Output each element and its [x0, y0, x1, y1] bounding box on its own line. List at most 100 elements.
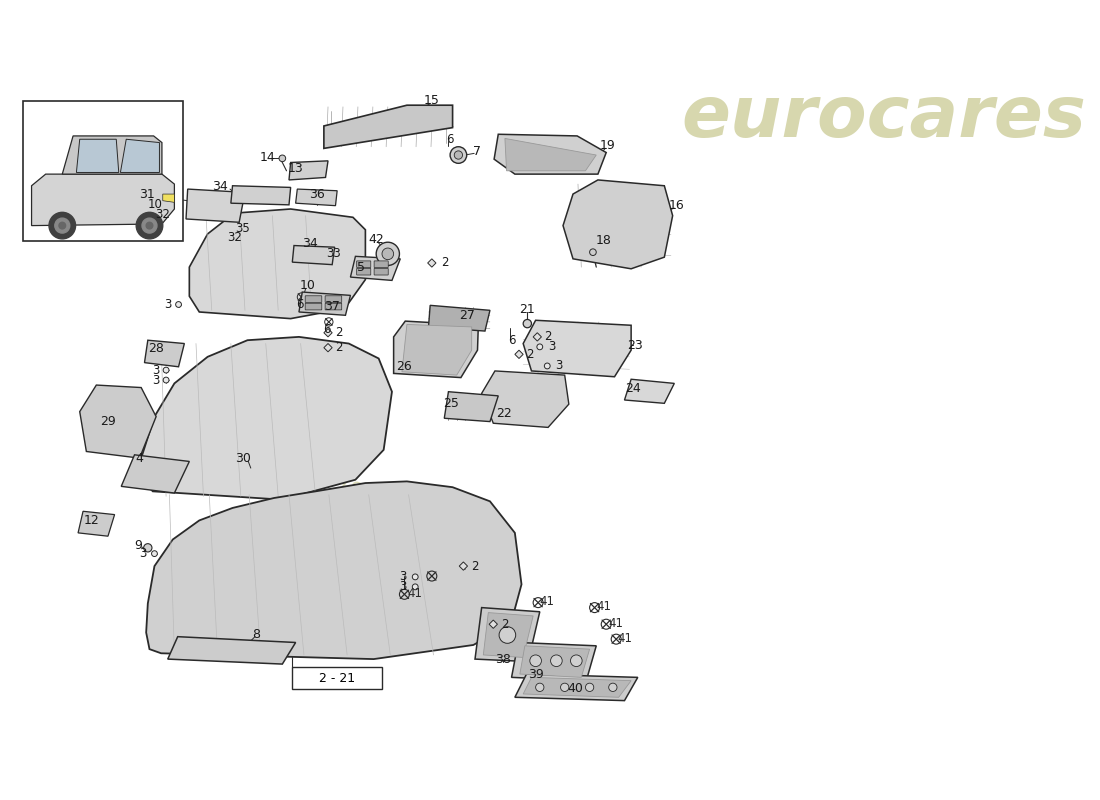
Text: 3: 3 [152, 364, 160, 377]
Circle shape [571, 655, 582, 666]
FancyBboxPatch shape [326, 296, 342, 302]
Text: 2: 2 [502, 618, 508, 630]
Circle shape [163, 377, 169, 383]
Circle shape [144, 544, 152, 552]
Polygon shape [121, 455, 189, 493]
FancyBboxPatch shape [374, 261, 388, 267]
Polygon shape [186, 189, 245, 222]
Polygon shape [289, 161, 328, 180]
FancyBboxPatch shape [293, 667, 382, 689]
Text: 40: 40 [568, 682, 583, 695]
Text: 3: 3 [548, 340, 556, 354]
Circle shape [382, 248, 394, 260]
Text: 7: 7 [473, 146, 481, 158]
Text: 2: 2 [336, 326, 342, 339]
Circle shape [499, 626, 516, 643]
Text: 6: 6 [447, 133, 454, 146]
Text: 31: 31 [139, 188, 154, 202]
Text: 41: 41 [540, 595, 554, 608]
Text: 27: 27 [459, 309, 474, 322]
Circle shape [163, 367, 169, 373]
Circle shape [590, 249, 596, 255]
Text: 2: 2 [471, 559, 478, 573]
Polygon shape [515, 350, 524, 358]
Text: 2: 2 [441, 257, 449, 270]
Circle shape [279, 155, 286, 162]
Text: 2: 2 [336, 341, 342, 354]
Text: 24: 24 [625, 382, 640, 395]
Circle shape [585, 683, 594, 691]
Polygon shape [475, 608, 540, 662]
Polygon shape [494, 134, 606, 174]
Text: 22: 22 [496, 406, 512, 420]
Text: 3: 3 [399, 570, 407, 583]
Text: 33: 33 [327, 246, 341, 259]
Text: 14: 14 [260, 151, 275, 164]
Polygon shape [163, 194, 175, 202]
Text: 28: 28 [148, 342, 164, 355]
Polygon shape [146, 482, 521, 659]
Circle shape [450, 146, 466, 163]
Polygon shape [78, 511, 114, 536]
FancyBboxPatch shape [23, 101, 183, 241]
Polygon shape [323, 105, 452, 148]
Polygon shape [505, 138, 596, 171]
Polygon shape [402, 325, 472, 375]
Polygon shape [429, 306, 490, 331]
Text: 29: 29 [100, 415, 116, 428]
Text: 6: 6 [508, 334, 515, 346]
Circle shape [55, 218, 69, 233]
Polygon shape [444, 392, 498, 422]
Polygon shape [141, 337, 392, 500]
Circle shape [142, 218, 157, 233]
Circle shape [551, 655, 562, 666]
Polygon shape [394, 321, 478, 378]
FancyBboxPatch shape [326, 303, 342, 310]
FancyBboxPatch shape [305, 296, 322, 302]
Circle shape [412, 574, 418, 580]
Text: 32: 32 [227, 230, 242, 244]
Circle shape [524, 319, 531, 328]
Circle shape [412, 584, 418, 590]
Polygon shape [293, 246, 334, 265]
Text: 5: 5 [358, 261, 365, 274]
Polygon shape [323, 329, 332, 337]
Text: 8: 8 [252, 628, 260, 641]
Circle shape [537, 344, 542, 350]
Text: 19: 19 [600, 139, 616, 152]
Polygon shape [231, 186, 290, 205]
Circle shape [536, 683, 543, 691]
Polygon shape [515, 674, 638, 701]
Text: 6: 6 [296, 298, 304, 311]
Text: 21: 21 [519, 303, 536, 316]
Text: 2: 2 [544, 330, 552, 343]
Text: 4: 4 [135, 452, 143, 465]
Circle shape [376, 242, 399, 266]
Text: 2: 2 [526, 348, 534, 361]
Polygon shape [76, 139, 119, 173]
Circle shape [454, 151, 463, 159]
Polygon shape [625, 379, 674, 403]
Polygon shape [120, 139, 160, 173]
Polygon shape [299, 292, 351, 315]
Circle shape [608, 683, 617, 691]
Text: 34: 34 [301, 237, 318, 250]
Polygon shape [482, 371, 569, 427]
Text: 3: 3 [556, 359, 563, 373]
Circle shape [136, 212, 163, 239]
Circle shape [146, 222, 153, 229]
Polygon shape [459, 562, 468, 570]
Text: 26: 26 [396, 360, 412, 374]
Text: 3: 3 [399, 580, 407, 594]
Text: 25: 25 [443, 397, 459, 410]
Circle shape [176, 302, 182, 307]
Polygon shape [490, 620, 497, 628]
Polygon shape [483, 613, 534, 658]
Text: 36: 36 [309, 187, 326, 201]
Polygon shape [167, 637, 296, 664]
Polygon shape [351, 256, 400, 281]
Text: 23: 23 [627, 338, 644, 352]
Polygon shape [428, 259, 436, 267]
Text: 3: 3 [139, 547, 146, 560]
Text: 37: 37 [324, 300, 340, 313]
